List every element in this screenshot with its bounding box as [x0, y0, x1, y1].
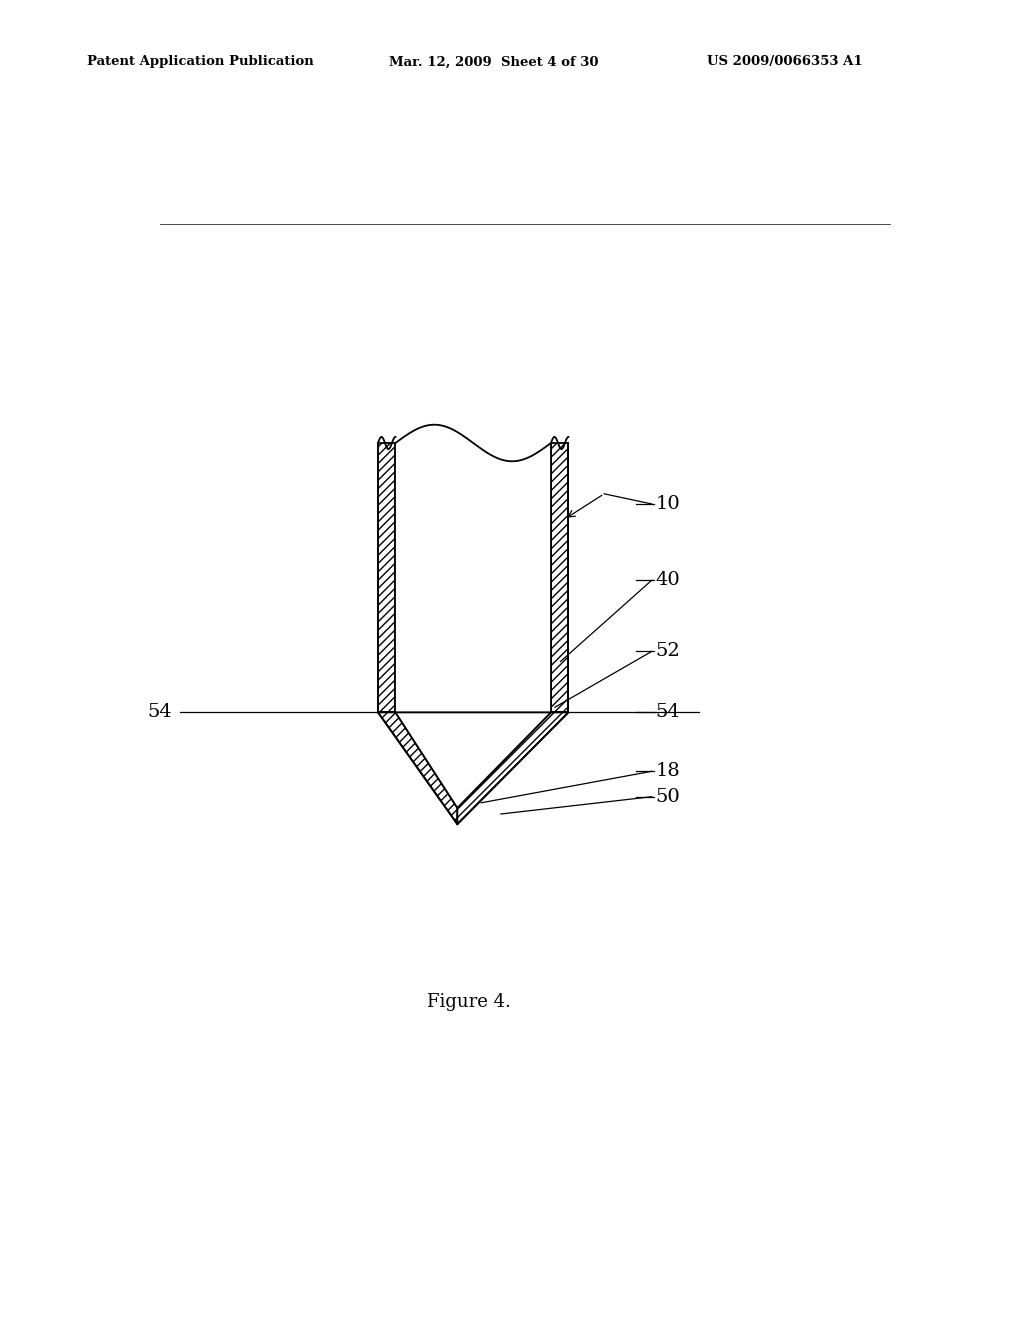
Text: 54: 54 [655, 704, 681, 721]
Text: 10: 10 [655, 495, 681, 513]
Polygon shape [551, 444, 568, 713]
Polygon shape [378, 444, 395, 713]
Text: 50: 50 [655, 788, 681, 805]
Text: 40: 40 [655, 572, 681, 589]
Text: Patent Application Publication: Patent Application Publication [87, 55, 313, 69]
Text: US 2009/0066353 A1: US 2009/0066353 A1 [707, 55, 862, 69]
Text: Mar. 12, 2009  Sheet 4 of 30: Mar. 12, 2009 Sheet 4 of 30 [389, 55, 599, 69]
Text: Figure 4.: Figure 4. [427, 993, 511, 1011]
Polygon shape [378, 713, 458, 824]
Polygon shape [458, 713, 568, 824]
Polygon shape [395, 444, 551, 713]
Text: 52: 52 [655, 643, 681, 660]
Text: 18: 18 [655, 762, 681, 780]
Polygon shape [395, 713, 551, 808]
Text: 54: 54 [146, 704, 172, 721]
